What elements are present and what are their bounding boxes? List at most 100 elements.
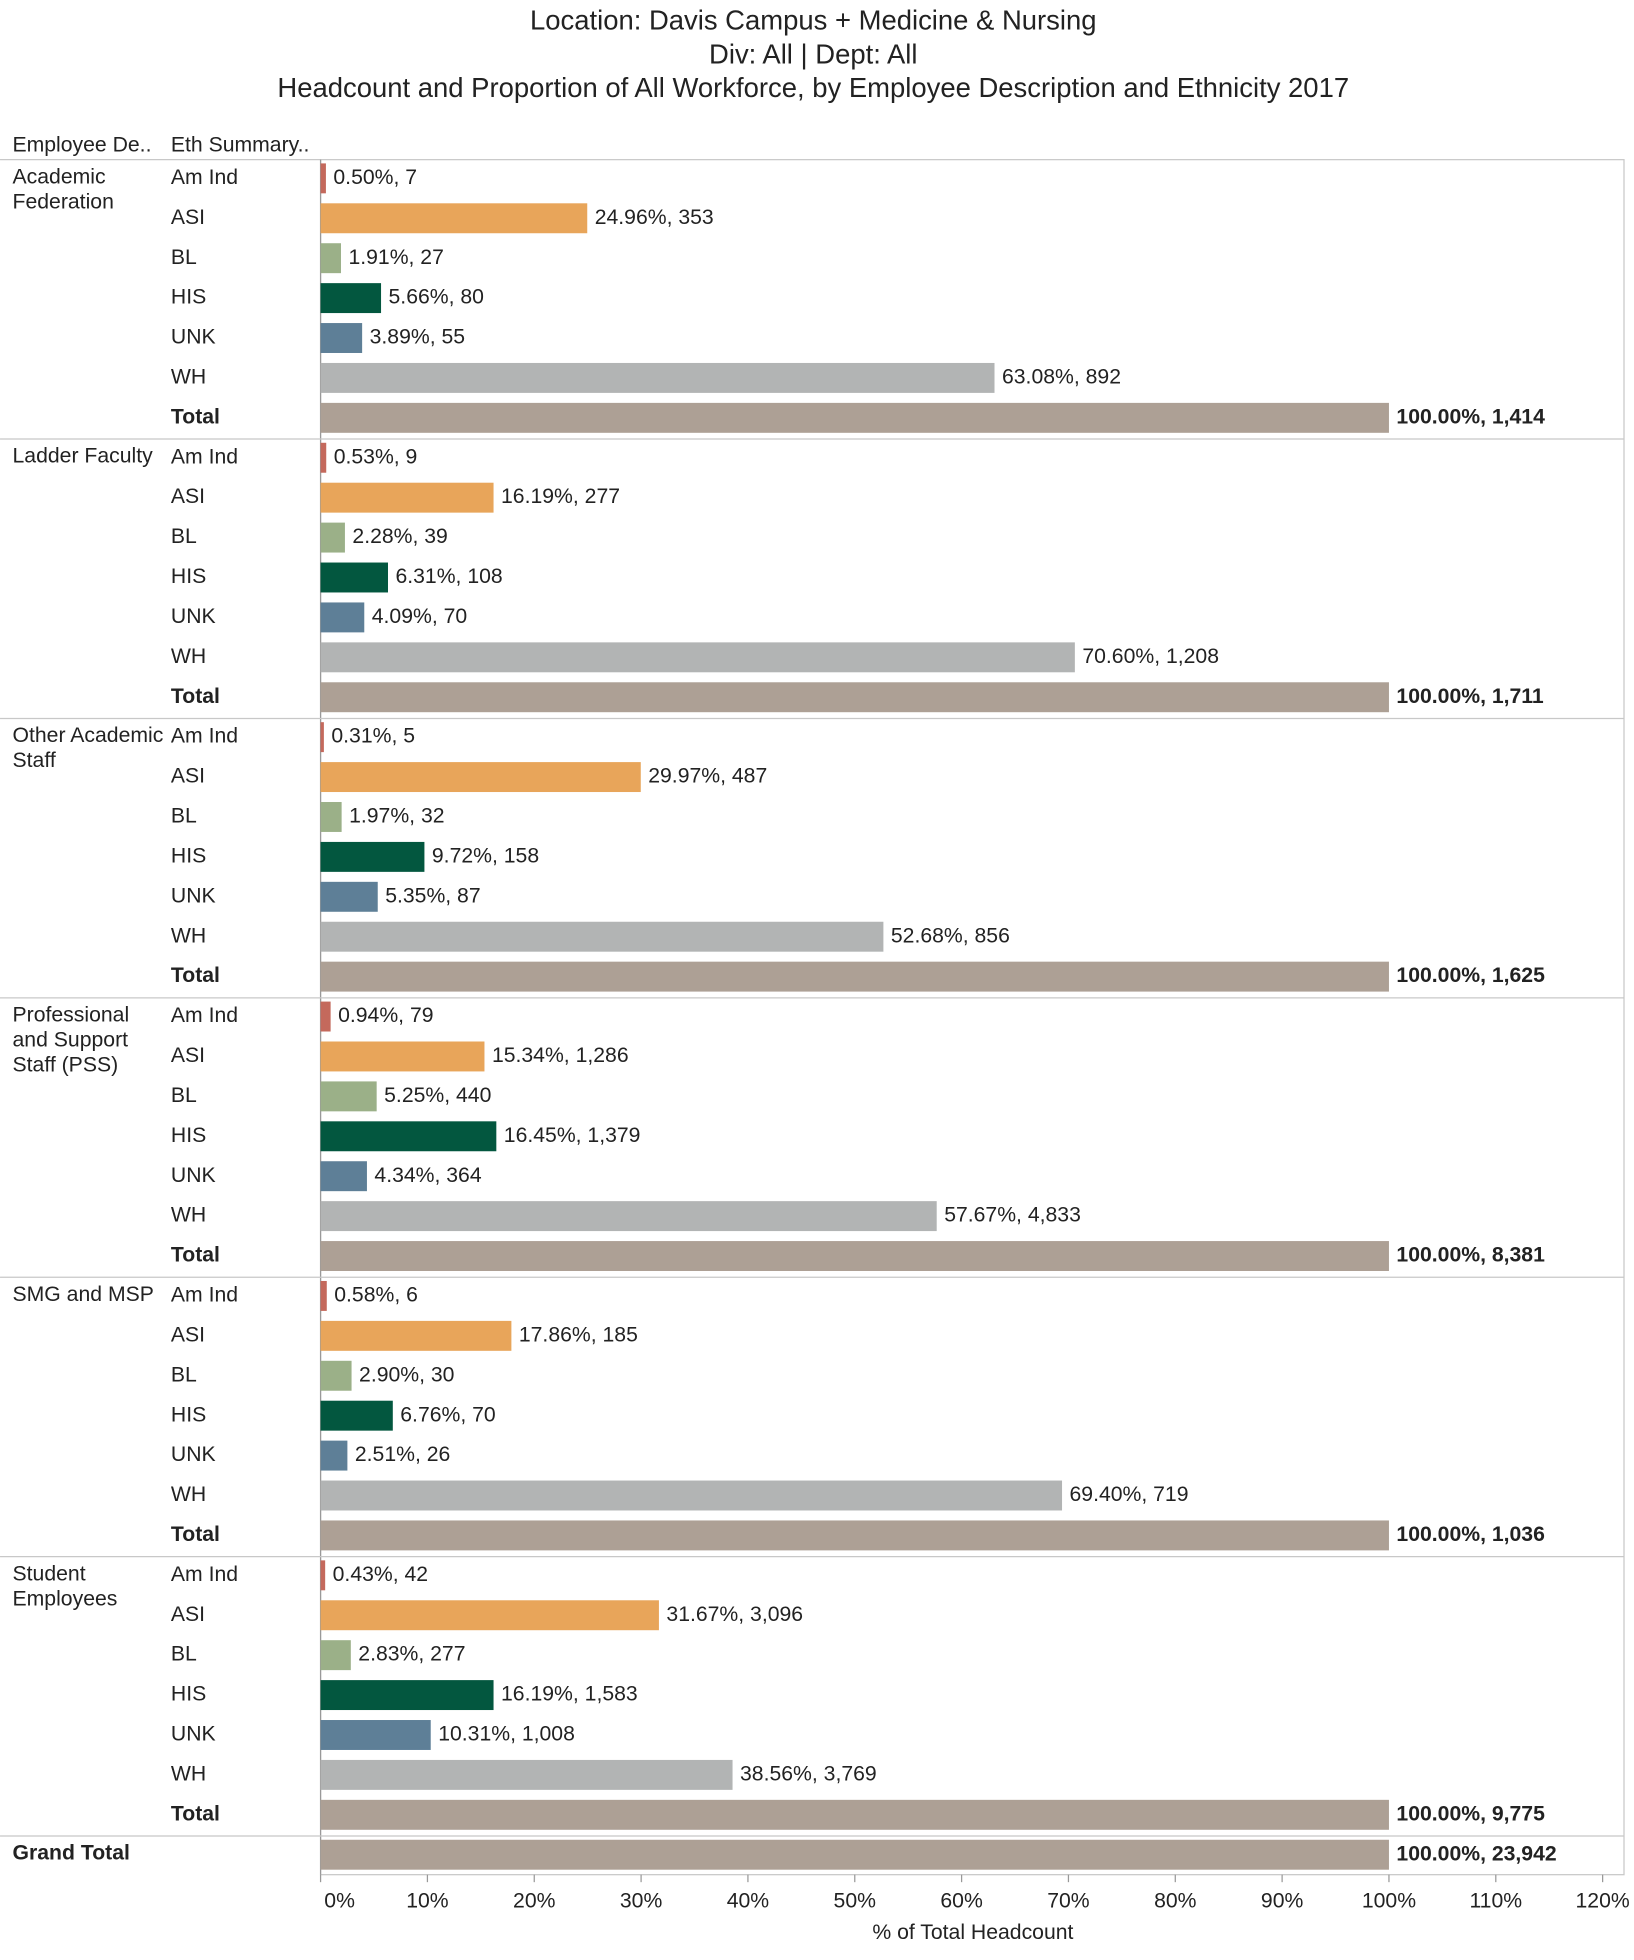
category-label: WH: [171, 645, 206, 668]
value-label: 38.56%, 3,769: [740, 1762, 877, 1785]
value-label: 10.31%, 1,008: [438, 1723, 575, 1746]
value-label: 24.96%, 353: [595, 206, 714, 229]
value-label: 4.34%, 364: [374, 1164, 481, 1187]
value-label: 2.83%, 277: [358, 1643, 465, 1666]
bar: [320, 1799, 1389, 1830]
chart-subtitle: Div: All | Dept: All: [709, 38, 917, 69]
category-label: Am Ind: [171, 725, 238, 748]
value-label: 16.19%, 1,583: [501, 1683, 638, 1706]
bar: [320, 802, 342, 832]
value-label: 6.31%, 108: [395, 565, 502, 588]
category-label: Am Ind: [171, 1004, 238, 1027]
value-label: 2.28%, 39: [352, 525, 447, 548]
value-label: 17.86%, 185: [519, 1323, 638, 1346]
bar: [320, 1720, 431, 1750]
x-tick-label: 110%: [1469, 1890, 1522, 1913]
category-label: Total: [171, 1244, 220, 1267]
value-label: 5.35%, 87: [385, 884, 480, 907]
bar: [320, 1081, 377, 1112]
x-tick-label: 80%: [1154, 1890, 1197, 1913]
bar: [320, 1161, 367, 1192]
bar: [320, 362, 995, 393]
bar: [320, 1600, 659, 1631]
value-label: 9.72%, 158: [432, 844, 539, 867]
bar: [320, 642, 1075, 673]
bar: [320, 1640, 351, 1671]
x-tick-label: 50%: [834, 1890, 877, 1913]
category-label: WH: [171, 1762, 206, 1785]
value-label: 29.97%, 487: [648, 765, 767, 788]
category-label: WH: [171, 924, 206, 947]
value-label: 0.43%, 42: [333, 1563, 428, 1586]
value-label: 2.90%, 30: [359, 1363, 454, 1386]
bar: [320, 1241, 1389, 1271]
category-label: HIS: [171, 565, 206, 588]
group-label-box: Student Employees: [12, 1561, 118, 1611]
value-label: 100.00%, 1,414: [1396, 405, 1545, 428]
value-label: 16.45%, 1,379: [504, 1124, 641, 1147]
group-label-box: Academic Federation: [12, 164, 114, 214]
group-label: Grand Total: [12, 1841, 130, 1865]
category-label: Am Ind: [171, 166, 238, 189]
value-label: 2.51%, 26: [355, 1443, 450, 1466]
x-tick-label: 30%: [620, 1890, 663, 1913]
category-label: Am Ind: [171, 1563, 238, 1586]
value-label: 5.25%, 440: [384, 1084, 491, 1107]
group-label-box: Grand Total: [12, 1841, 130, 1865]
bar: [320, 323, 363, 353]
chart-title-line: Headcount and Proportion of All Workforc…: [277, 72, 1349, 103]
bar: [320, 1201, 937, 1232]
category-label: WH: [171, 1483, 206, 1506]
bar: [320, 163, 326, 194]
bar: [320, 482, 494, 513]
category-label: HIS: [171, 1124, 206, 1147]
value-label: 100.00%, 1,036: [1396, 1523, 1545, 1546]
category-label: Am Ind: [171, 1284, 238, 1307]
value-label: 0.50%, 7: [333, 166, 417, 189]
category-label: BL: [171, 1363, 197, 1386]
value-label: 70.60%, 1,208: [1082, 645, 1219, 668]
x-axis-title: % of Total Headcount: [872, 1921, 1073, 1944]
bar: [320, 881, 378, 912]
x-tick-label: 90%: [1261, 1890, 1304, 1913]
category-label: BL: [171, 1643, 197, 1666]
category-label: ASI: [171, 1603, 205, 1626]
category-label: UNK: [171, 884, 216, 907]
x-tick-label: 100%: [1362, 1890, 1416, 1913]
x-tick-label: 120%: [1576, 1890, 1630, 1913]
category-label: ASI: [171, 1044, 205, 1067]
value-label: 3.89%, 55: [370, 326, 465, 349]
value-label: 0.94%, 79: [338, 1004, 433, 1027]
value-label: 100.00%, 9,775: [1396, 1802, 1545, 1825]
value-label: 52.68%, 856: [891, 924, 1010, 947]
bar: [320, 1001, 331, 1032]
value-label: 0.53%, 9: [334, 445, 418, 468]
group-label-box: SMG and MSP: [12, 1282, 153, 1306]
group-label: Student Employees: [12, 1561, 118, 1611]
group-label-box: Ladder Faculty: [12, 444, 153, 468]
category-label: ASI: [171, 765, 205, 788]
bar: [320, 921, 884, 952]
value-label: 100.00%, 1,711: [1396, 685, 1543, 708]
category-label: BL: [171, 525, 197, 548]
value-label: 63.08%, 892: [1002, 366, 1121, 389]
bar: [320, 762, 641, 793]
category-label: UNK: [171, 605, 216, 628]
group-label: Ladder Faculty: [12, 444, 153, 468]
value-label: 0.58%, 6: [334, 1284, 418, 1307]
group-label: Other Academic Staff: [12, 723, 164, 773]
bar: [320, 1480, 1063, 1511]
category-label: WH: [171, 1204, 206, 1227]
category-label: HIS: [171, 1403, 206, 1426]
category-label: Total: [171, 1802, 220, 1825]
value-label: 100.00%, 1,625: [1396, 964, 1545, 987]
bar: [320, 1759, 733, 1790]
category-label: Total: [171, 405, 220, 428]
value-label: 1.91%, 27: [348, 246, 443, 269]
group-label: Academic Federation: [12, 164, 114, 214]
x-tick-label: 70%: [1047, 1890, 1090, 1913]
row-header: Employee De..: [12, 134, 151, 157]
category-label: Total: [171, 964, 220, 987]
